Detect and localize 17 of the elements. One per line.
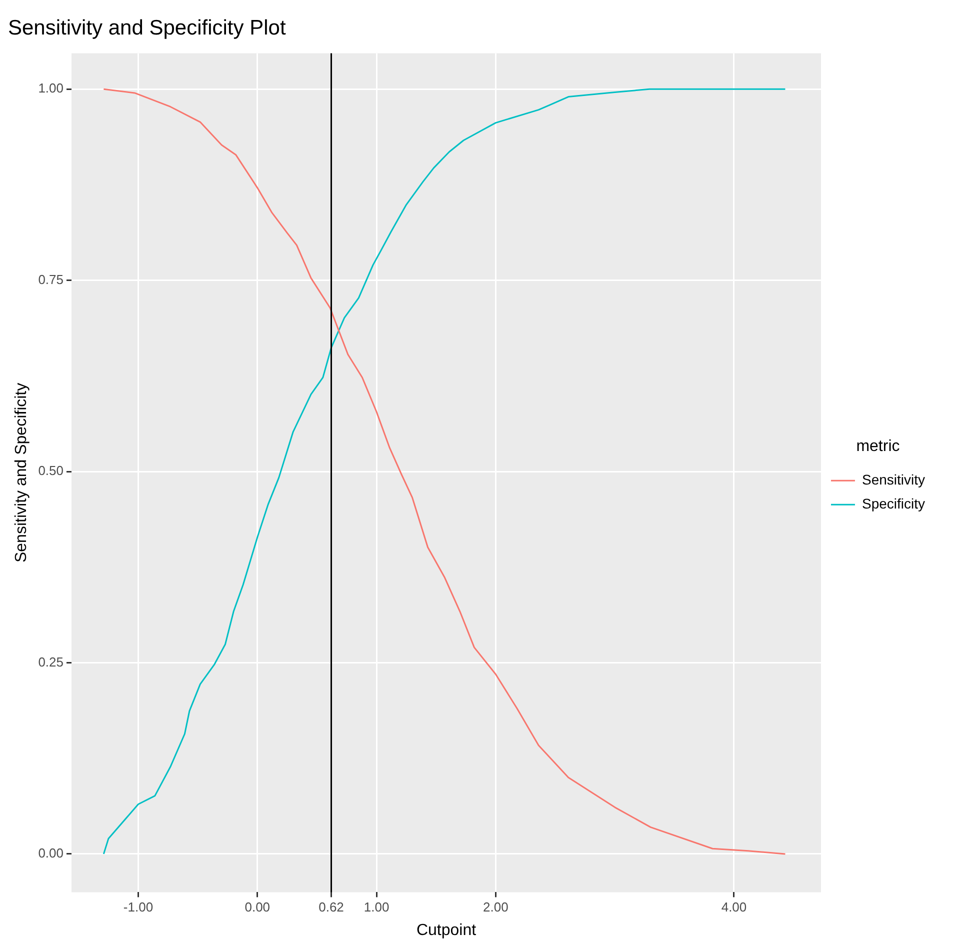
x-axis-title: Cutpoint [416, 922, 477, 939]
legend-label: Sensitivity [862, 471, 926, 488]
x-tick-label: 0.00 [244, 900, 270, 915]
y-tick-label: 1.00 [38, 80, 64, 96]
y-axis-title: Sensitivity and Specificity [13, 382, 30, 563]
x-tick-label: 4.00 [721, 900, 747, 915]
y-tick-label: 0.00 [38, 846, 64, 861]
y-tick-label: 0.25 [38, 654, 64, 670]
x-tick-label: 1.00 [364, 900, 390, 915]
y-tick-label: 0.75 [38, 272, 64, 287]
x-tick-label: 2.00 [483, 900, 508, 915]
chart-title: Sensitivity and Specificity Plot [8, 16, 286, 40]
x-tick-label: -1.00 [123, 900, 154, 915]
legend-label: Specificity [862, 495, 926, 512]
x-tick-label: 0.62 [318, 900, 344, 915]
legend-title: metric [856, 438, 900, 455]
y-tick-label: 0.50 [38, 463, 64, 478]
